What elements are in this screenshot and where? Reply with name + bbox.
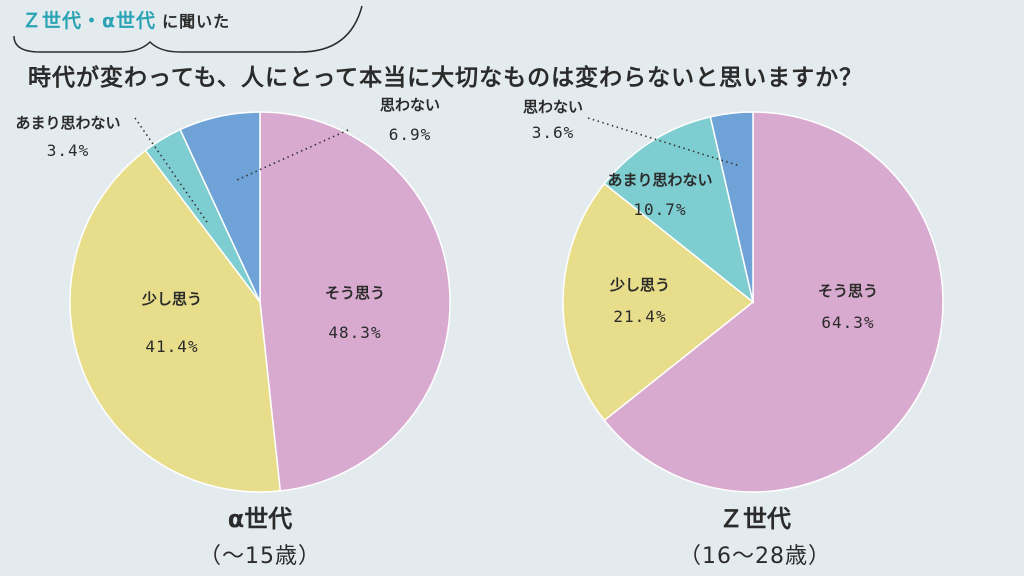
chart-alpha-title: α世代 bbox=[227, 505, 293, 533]
pie-alpha-value-omowanai: 6.9% bbox=[389, 125, 432, 144]
pie-alpha-label-sou-omou: そう思う bbox=[325, 284, 385, 302]
pie-z-value-sukoshi-omou: 21.4% bbox=[613, 307, 666, 326]
pie-z-value-amari-omowanai: 10.7% bbox=[633, 200, 686, 219]
chart-alpha-subtitle: （〜15歳） bbox=[199, 544, 321, 569]
pie-z-slice-sukoshi-omou bbox=[562, 182, 755, 422]
pie-z-label-omowanai: 思わない bbox=[523, 98, 583, 116]
pie-alpha-leader-omowanai bbox=[236, 129, 349, 181]
pie-alpha-value-sukoshi-omou: 41.4% bbox=[145, 337, 198, 356]
pie-alpha-slice-sou-omou bbox=[259, 111, 451, 492]
pie-alpha-label-amari-omowanai: あまり思わない bbox=[15, 114, 120, 132]
pie-z-label-sou-omou: そう思う bbox=[818, 282, 878, 300]
pie-z-value-sou-omou: 64.3% bbox=[821, 313, 874, 332]
pie-alpha-label-omowanai: 思わない bbox=[380, 96, 440, 114]
topic-bracket-decoration bbox=[13, 5, 363, 53]
chart-z-subtitle: （16〜28歳） bbox=[679, 544, 831, 569]
pie-z-slice-sou-omou bbox=[603, 111, 944, 493]
pie-z-slice-omowanai bbox=[709, 111, 754, 303]
pie-z-label-amari-omowanai: あまり思わない bbox=[607, 171, 712, 189]
topic-asked: に聞いた bbox=[162, 12, 231, 31]
topic-generations: Ｚ世代・α世代 bbox=[22, 10, 157, 32]
pie-z-slice-amari-omowanai bbox=[603, 115, 755, 304]
pie-z-value-omowanai: 3.6% bbox=[532, 123, 575, 142]
chart-z-caption: Ｚ世代 （16〜28歳） bbox=[640, 500, 870, 576]
pie-alpha-slice-omowanai bbox=[179, 111, 261, 303]
pie-alpha-value-sou-omou: 48.3% bbox=[328, 323, 381, 342]
pie-z-label-sukoshi-omou: 少し思う bbox=[609, 276, 670, 294]
survey-question: 時代が変わっても、人にとって本当に大切なものは変わらないと思いますか？ bbox=[28, 65, 864, 91]
survey-topic: Ｚ世代・α世代 に聞いた bbox=[22, 6, 230, 33]
pie-alpha-slice-sukoshi-omou bbox=[69, 149, 282, 493]
pie-alpha-value-amari-omowanai: 3.4% bbox=[47, 141, 90, 160]
pie-alpha-leader-amari-omowanai bbox=[134, 117, 208, 223]
chart-alpha-caption: α世代 （〜15歳） bbox=[160, 500, 360, 576]
chart-z-title: Ｚ世代 bbox=[719, 505, 791, 533]
pie-alpha-label-sukoshi-omou: 少し思う bbox=[141, 290, 202, 308]
